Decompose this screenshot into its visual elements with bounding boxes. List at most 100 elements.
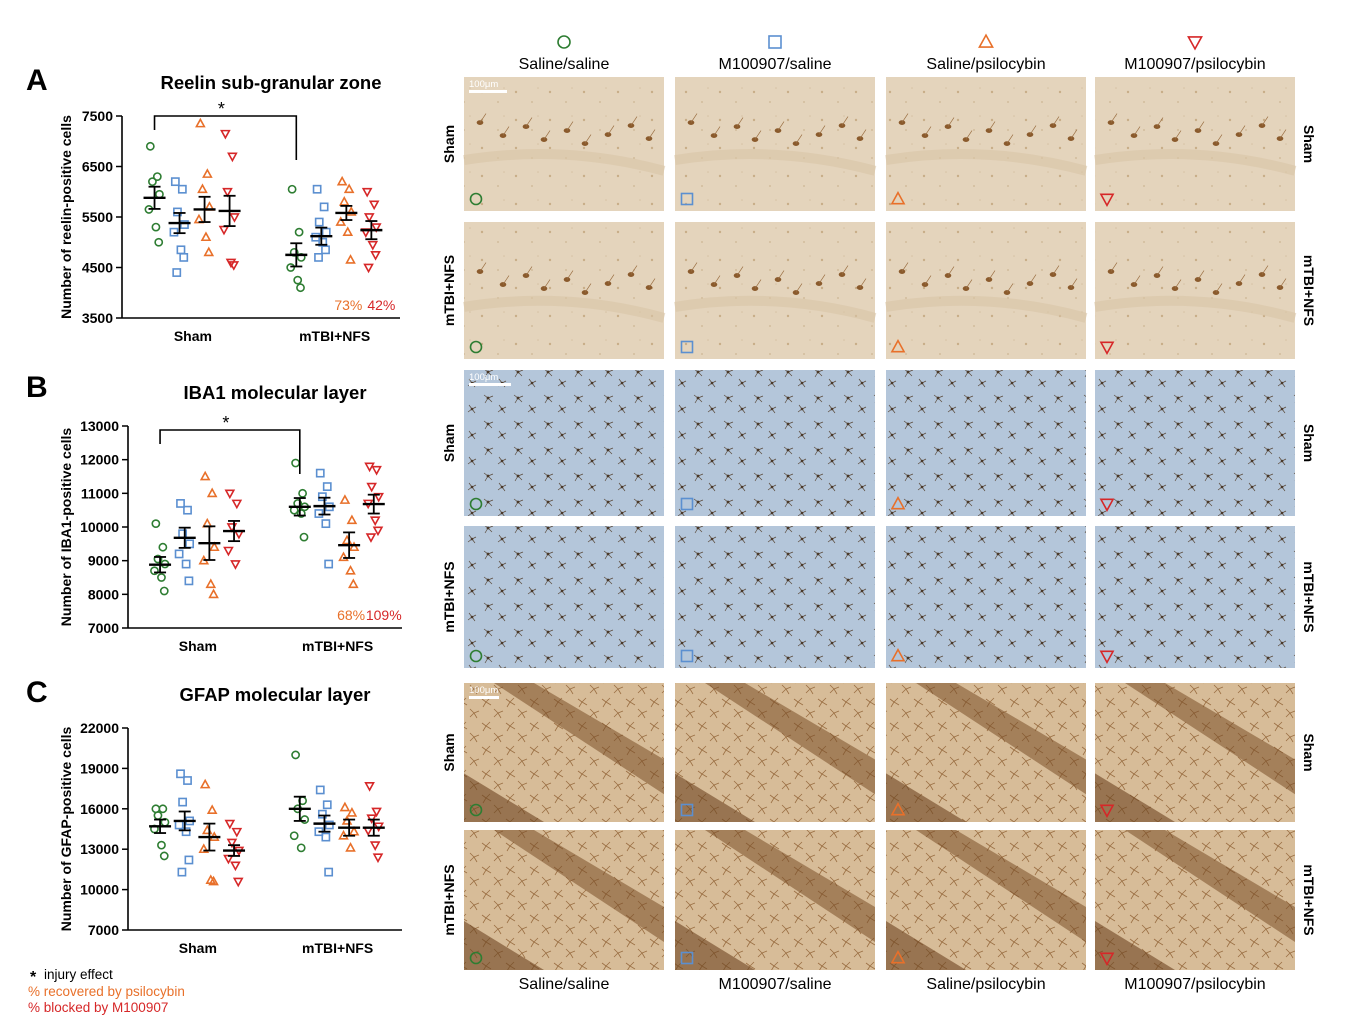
- neurite: [1156, 117, 1164, 127]
- charts-layer: A Reelin sub-granular zone 3500 4500 5500 650…: [26, 64, 402, 956]
- data-point: [203, 246, 215, 257]
- neurite: [1174, 279, 1182, 289]
- neurite: [1110, 113, 1118, 123]
- column-header: Saline/psilocybin: [926, 56, 1045, 73]
- dense-band: [464, 773, 544, 822]
- data-point: [291, 458, 300, 468]
- data-point: [322, 482, 332, 491]
- data-point: [176, 499, 185, 508]
- micrograph: [885, 222, 1088, 359]
- neurite: [1197, 121, 1205, 131]
- data-point: [152, 172, 162, 181]
- micrograph: [675, 370, 875, 516]
- data-point: [343, 183, 355, 194]
- micrograph: [675, 526, 875, 668]
- micrograph-tissue: [464, 526, 664, 668]
- data-point: [223, 546, 234, 557]
- neurite: [841, 116, 849, 126]
- micrograph-tissue: [1095, 222, 1295, 359]
- micrograph-tissue: [675, 370, 875, 516]
- group-symbol: [1099, 193, 1115, 207]
- data-point: [336, 175, 348, 186]
- chart-title: GFAP molecular layer: [180, 684, 371, 705]
- neurite: [502, 275, 510, 285]
- group-symbol: [469, 803, 483, 817]
- neurite: [566, 121, 574, 131]
- micrograph: [886, 526, 1086, 668]
- data-point: [369, 841, 381, 851]
- header-symbol: [557, 35, 571, 49]
- group-symbol: [890, 648, 906, 662]
- dense-band: [675, 921, 755, 970]
- data-point: [228, 261, 240, 271]
- data-point: [314, 217, 324, 227]
- neurite: [924, 275, 932, 285]
- neurite: [965, 279, 973, 289]
- data-point: [184, 855, 194, 865]
- group-symbol: [469, 951, 483, 965]
- chart-title: IBA1 molecular layer: [183, 382, 366, 403]
- data-point: [195, 117, 206, 128]
- series-circle: [149, 750, 311, 861]
- group-symbol: [680, 649, 694, 663]
- neurite: [901, 113, 909, 123]
- micrograph: [464, 370, 664, 516]
- micrograph: [1095, 370, 1295, 516]
- micrograph: [463, 222, 666, 359]
- y-tick-label: 7000: [88, 922, 119, 938]
- micrograph: [885, 77, 1088, 211]
- series-square: [173, 468, 336, 586]
- legend-blocked-text: % blocked by M100907: [28, 1000, 168, 1015]
- neurite: [1029, 125, 1037, 135]
- neurite: [1070, 129, 1078, 139]
- data-point: [364, 782, 375, 792]
- row-label-right: mTBI+NFS: [1301, 255, 1317, 326]
- header-symbol: [768, 35, 782, 49]
- column-header: M100907/saline: [719, 56, 832, 73]
- neurite: [818, 125, 826, 135]
- neurite: [1238, 125, 1246, 135]
- data-point: [177, 184, 187, 194]
- micrograph-tissue: [675, 77, 875, 211]
- data-point: [345, 564, 356, 575]
- dense-band: [494, 683, 664, 795]
- micrograph: [886, 683, 1086, 822]
- neurite: [1238, 274, 1246, 284]
- data-point: [220, 129, 231, 140]
- row-label-left: Sham: [441, 733, 457, 771]
- dense-band: [705, 683, 875, 795]
- micrograph-tissue: [675, 222, 875, 359]
- y-tick-label: 19000: [80, 760, 119, 776]
- row-label-left: Sham: [441, 125, 457, 163]
- data-point: [364, 462, 375, 473]
- group-symbol: [890, 339, 906, 353]
- series-square: [168, 177, 333, 277]
- micrograph: [1095, 526, 1295, 668]
- neurite: [859, 129, 867, 139]
- neurite: [648, 129, 656, 139]
- neurite: [924, 126, 932, 136]
- row-label-right: mTBI+NFS: [1301, 864, 1317, 935]
- neurite: [584, 134, 592, 144]
- micrograph: [674, 222, 877, 359]
- dense-band: [886, 921, 966, 970]
- neurite: [543, 130, 551, 140]
- data-point: [369, 516, 381, 527]
- header-symbol: [1187, 36, 1203, 51]
- y-axis-label: Number of IBA1-positive cells: [58, 428, 74, 627]
- data-point: [300, 815, 310, 824]
- data-point: [181, 559, 191, 569]
- neurite: [1052, 265, 1060, 275]
- group-symbol: [680, 803, 694, 817]
- micrograph-tissue: [1095, 77, 1295, 211]
- data-point: [184, 576, 194, 586]
- data-point: [230, 861, 241, 872]
- data-point: [324, 820, 334, 830]
- micrograph-tissue: [886, 370, 1086, 516]
- scale-bar: [469, 90, 507, 93]
- y-tick-label: 10000: [80, 519, 119, 535]
- data-point: [145, 141, 155, 151]
- neurite: [607, 274, 615, 284]
- group-symbol: [680, 951, 694, 965]
